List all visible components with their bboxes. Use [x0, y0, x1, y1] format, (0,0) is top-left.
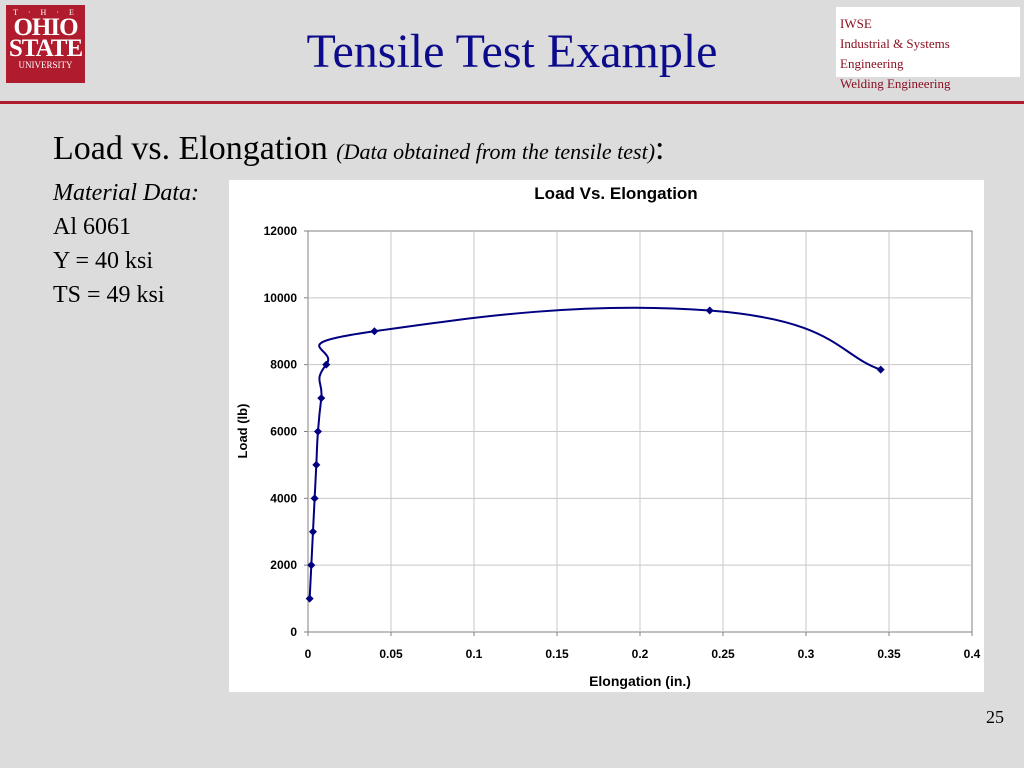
heading-subtitle: (Data obtained from the tensile test) [336, 139, 656, 164]
logo-university: UNIVERSITY [18, 60, 73, 70]
dept-line-3: Welding Engineering [840, 76, 951, 91]
dept-line-1: IWSE [840, 16, 872, 31]
data-point [305, 594, 314, 603]
material-alloy: Al 6061 [53, 214, 131, 240]
y-tick-label: 12000 [264, 224, 298, 238]
department-box: IWSE Industrial & Systems Engineering We… [836, 7, 1020, 91]
x-tick-label: 0.4 [964, 647, 981, 661]
y-tick-label: 4000 [270, 491, 297, 505]
material-data: Material Data: Al 6061 Y = 40 ksi TS = 4… [53, 176, 199, 312]
data-point [370, 327, 379, 336]
data-point [876, 365, 885, 374]
x-tick-label: 0.2 [632, 647, 649, 661]
logo-the: T · H · E [13, 8, 78, 17]
page-number: 25 [986, 707, 1004, 727]
chart-title: Load Vs. Elongation [534, 184, 697, 203]
material-yield: Y = 40 ksi [53, 248, 153, 274]
x-tick-label: 0.15 [545, 647, 569, 661]
x-tick-label: 0.3 [798, 647, 815, 661]
data-point [310, 494, 319, 503]
logo-ohio: OHIO [13, 14, 78, 41]
section-heading: Load vs. Elongation (Data obtained from … [53, 130, 665, 168]
y-tick-label: 2000 [270, 558, 297, 572]
heading-main: Load vs. Elongation [53, 130, 328, 167]
data-point [317, 394, 326, 403]
slide-title: Tensile Test Example [306, 25, 718, 78]
university-logo: T · H · E OHIO STATE UNIVERSITY [6, 5, 85, 83]
y-tick-label: 8000 [270, 358, 297, 372]
header-divider [0, 101, 1024, 104]
heading-colon: : [655, 130, 665, 167]
material-label: Material Data: [53, 180, 199, 206]
x-tick-label: 0.35 [877, 647, 901, 661]
data-point [313, 427, 322, 436]
data-point [322, 360, 331, 369]
material-tensile: TS = 49 ksi [53, 282, 165, 308]
data-point [307, 561, 316, 570]
x-tick-label: 0.05 [379, 647, 403, 661]
x-tick-label: 0.25 [711, 647, 735, 661]
dept-line-2: Industrial & Systems Engineering [840, 36, 950, 71]
data-point [705, 306, 714, 315]
y-tick-label: 6000 [270, 425, 297, 439]
data-point [308, 527, 317, 536]
chart-panel: Load Vs. Elongation Elongation (in.) Loa… [229, 180, 984, 692]
y-tick-label: 0 [290, 625, 297, 639]
x-tick-label: 0 [305, 647, 312, 661]
y-axis-label: Load (lb) [235, 404, 250, 459]
logo-state: STATE [8, 35, 83, 62]
x-axis-label: Elongation (in.) [589, 673, 691, 689]
load-elongation-chart: Load Vs. Elongation Elongation (in.) Loa… [235, 184, 981, 689]
x-tick-label: 0.1 [466, 647, 483, 661]
data-point [312, 460, 321, 469]
y-tick-label: 10000 [264, 291, 298, 305]
